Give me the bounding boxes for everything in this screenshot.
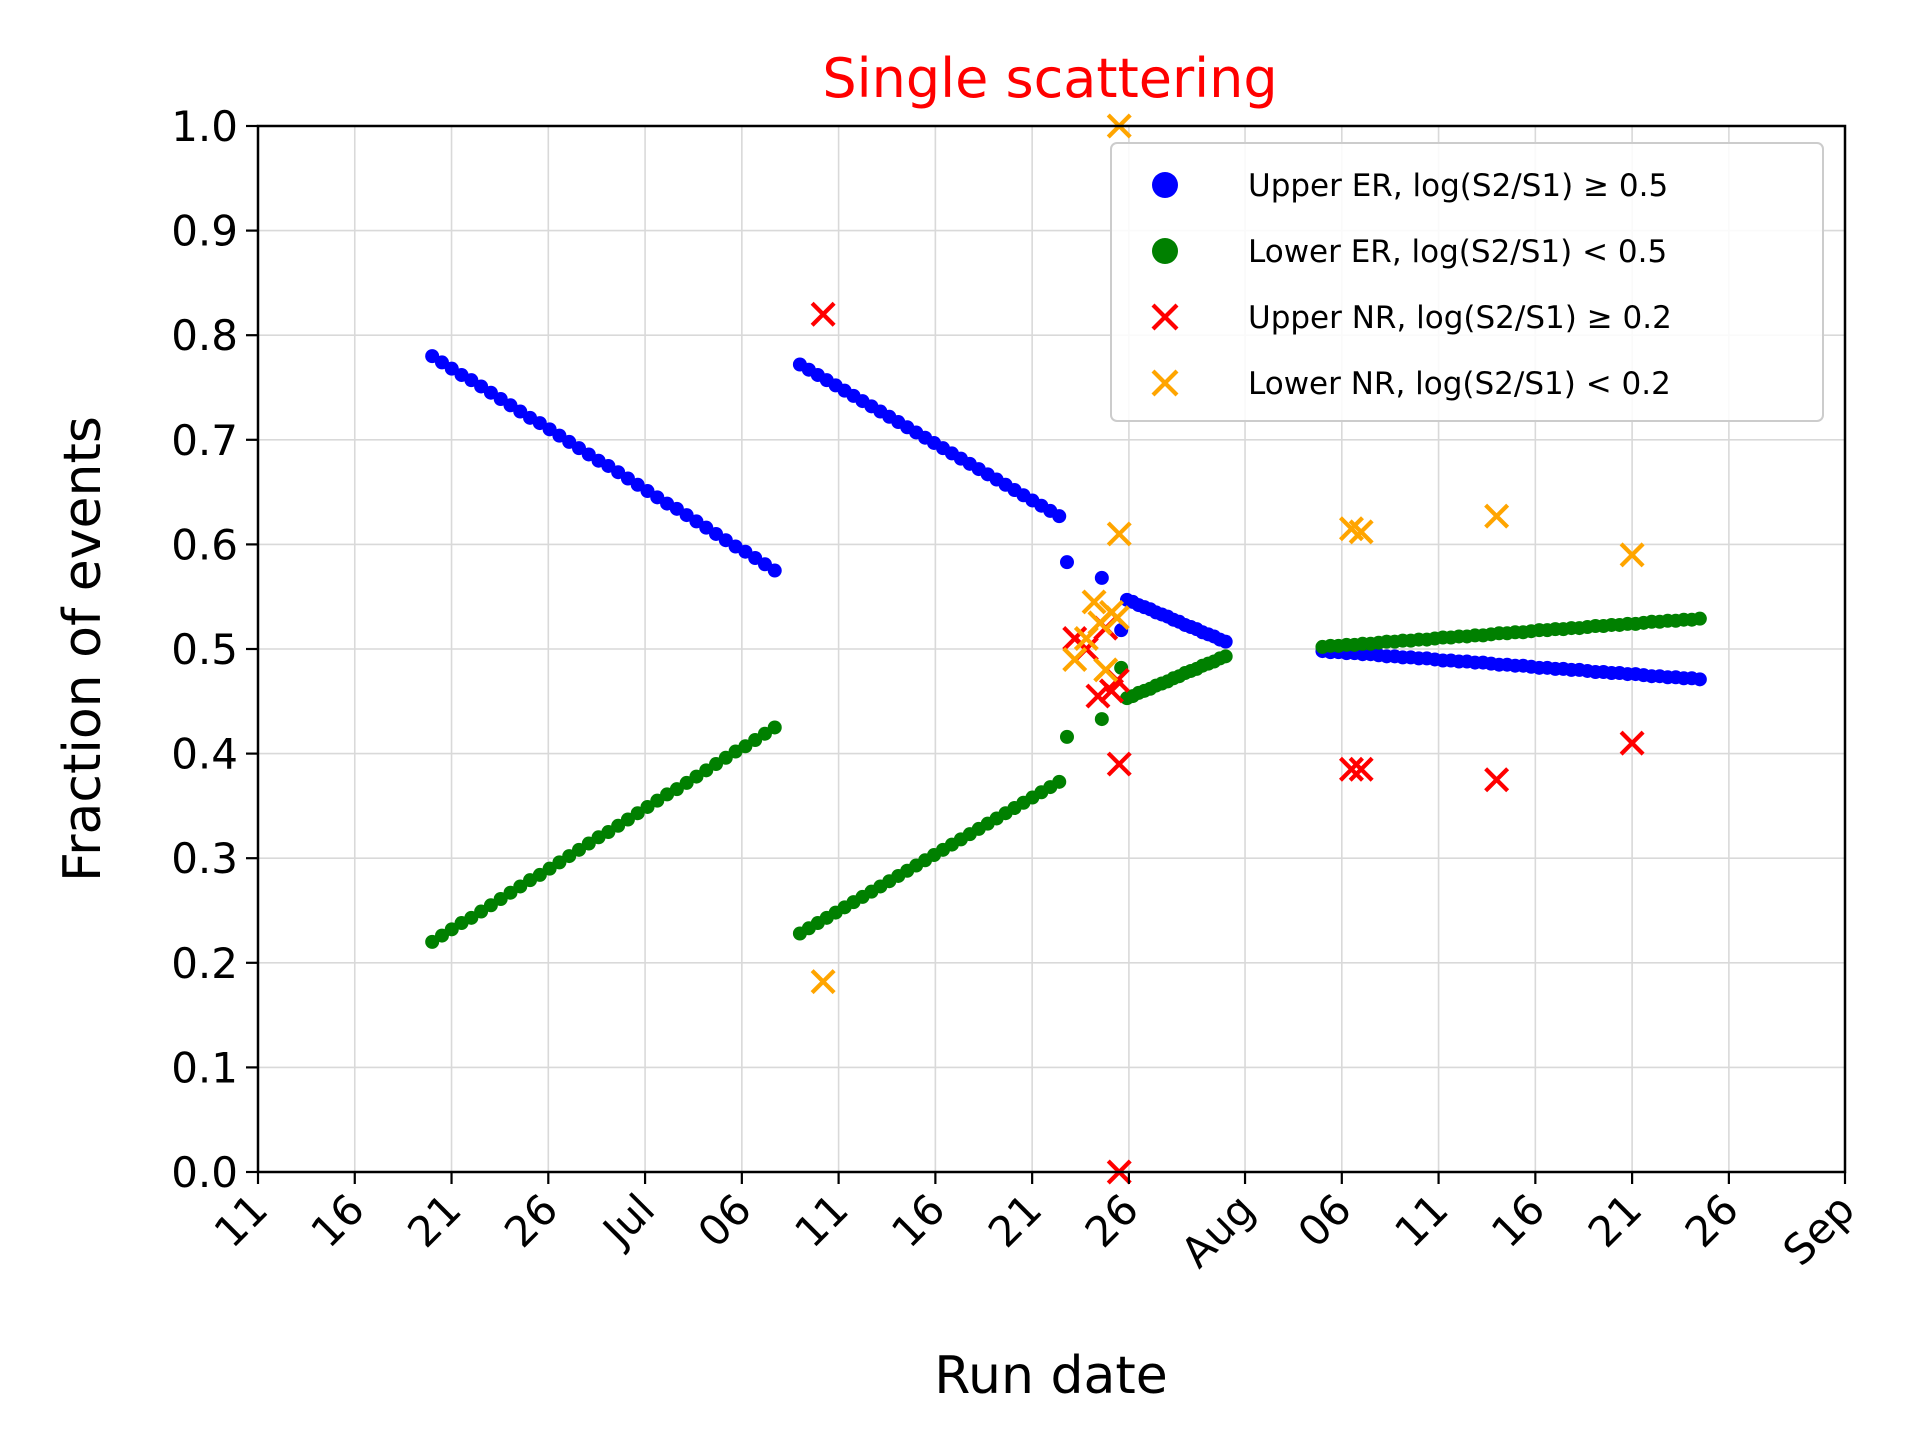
legend-label: Upper ER, log(S2/S1) ≥ 0.5: [1248, 168, 1668, 204]
data-point: Lower NR, log(S2/S1) < 0.2: 2025-08-07, …: [1348, 519, 1374, 545]
legend-marker: [1151, 369, 1179, 397]
data-point: Upper ER, log(S2/S1) ≥ 0.5: 2025-07-31, …: [1218, 634, 1233, 649]
data-point: Upper NR, log(S2/S1) ≥ 0.2: 2025-08-07, …: [1348, 756, 1374, 782]
legend-label: Upper NR, log(S2/S1) ≥ 0.2: [1248, 300, 1672, 336]
y-tick-label: 0.7: [171, 416, 238, 465]
data-points: Upper ER, log(S2/S1) ≥ 0.5: 2025-07-22.8…: [425, 113, 1707, 1185]
data-point: Upper ER, log(S2/S1) ≥ 0.5: 2025-08-24.5…: [1692, 672, 1707, 687]
data-point: Upper NR, log(S2/S1) ≥ 0.2: 2025-07-24.4…: [1085, 683, 1111, 709]
data-point: Lower NR, log(S2/S1) < 0.2: 2025-07-25.5…: [1106, 521, 1132, 547]
y-axis-title: Fraction of events: [53, 416, 113, 882]
legend-label: Lower ER, log(S2/S1) < 0.5: [1248, 234, 1667, 270]
legend-marker: [1152, 238, 1178, 264]
x-axis-title: Run date: [934, 1346, 1168, 1406]
data-point: Lower ER, log(S2/S1) < 0.5: 2025-07-24.6…: [1094, 712, 1109, 727]
legend-marker: [1151, 303, 1179, 331]
data-point: Lower NR, log(S2/S1) < 0.2: 2025-08-14, …: [1484, 503, 1510, 529]
data-point: Lower NR, log(S2/S1) < 0.2: 2025-07-24.8…: [1093, 657, 1119, 683]
legend-label: Lower NR, log(S2/S1) < 0.2: [1248, 366, 1671, 402]
y-tick-label: 0.1: [171, 1043, 238, 1092]
data-point: Lower ER, log(S2/S1) < 0.5: 2025-07-07.7…: [767, 720, 782, 735]
series-2: Lower ER, log(S2/S1) < 0.5: 2025-07-22.8…: [425, 611, 1707, 949]
legend-box: [1110, 142, 1824, 422]
data-point: Upper ER, log(S2/S1) ≥ 0.5: 2025-07-07.7…: [767, 563, 782, 578]
y-tick-label: 1.0: [171, 102, 238, 151]
legend: Upper ER, log(S2/S1) ≥ 0.5 Lower ER, log(…: [1110, 142, 1824, 422]
data-point: Lower ER, log(S2/S1) < 0.5: 2025-07-31, …: [1218, 649, 1233, 664]
data-point: Upper NR, log(S2/S1) ≥ 0.2: 2025-08-21, …: [1619, 730, 1645, 756]
data-point: Upper ER, log(S2/S1) ≥ 0.5: 2025-07-22.4…: [1052, 509, 1067, 524]
data-point: Lower NR, log(S2/S1) < 0.2: 2025-07-10.2…: [810, 969, 836, 995]
y-tick-label: 0.4: [171, 730, 238, 779]
data-point: Upper NR, log(S2/S1) ≥ 0.2: 2025-07-25.5…: [1106, 751, 1132, 777]
data-point: Lower NR, log(S2/S1) < 0.2: 2025-07-25.4…: [1104, 605, 1130, 631]
data-point: Upper NR, log(S2/S1) ≥ 0.2: 2025-08-14, …: [1484, 767, 1510, 793]
y-tick-label: 0.0: [171, 1148, 238, 1197]
chart-title: Single scattering: [822, 47, 1277, 110]
data-point: Lower NR, log(S2/S1) < 0.2: 2025-08-21, …: [1619, 542, 1645, 568]
data-point: Lower ER, log(S2/S1) < 0.5: 2025-07-22.8…: [1059, 729, 1074, 744]
data-point: Lower NR, log(S2/S1) < 0.2: 2025-07-24.2…: [1081, 589, 1107, 615]
legend-marker: [1152, 172, 1178, 198]
data-point: Lower ER, log(S2/S1) < 0.5: 2025-08-24.5…: [1692, 611, 1707, 626]
data-point: Upper NR, log(S2/S1) ≥ 0.2: 2025-07-10.2…: [810, 301, 836, 327]
y-tick-label: 0.3: [171, 834, 238, 883]
y-tick-label: 0.2: [171, 939, 238, 988]
data-point: Upper ER, log(S2/S1) ≥ 0.5: 2025-07-22.8…: [1059, 555, 1074, 570]
data-point: Lower ER, log(S2/S1) < 0.5: 2025-07-22.4…: [1052, 774, 1067, 789]
y-tick-label: 0.8: [171, 311, 238, 360]
data-point: Upper NR, log(S2/S1) ≥ 0.2: 2025-08-06.5…: [1338, 756, 1364, 782]
data-point: Upper ER, log(S2/S1) ≥ 0.5: 2025-07-24.6…: [1094, 570, 1109, 585]
y-tick-label: 0.5: [171, 625, 238, 674]
y-tick-label: 0.9: [171, 207, 238, 256]
data-point: Lower NR, log(S2/S1) < 0.2: 2025-07-23.2…: [1062, 646, 1088, 672]
y-tick-label: 0.6: [171, 520, 238, 569]
